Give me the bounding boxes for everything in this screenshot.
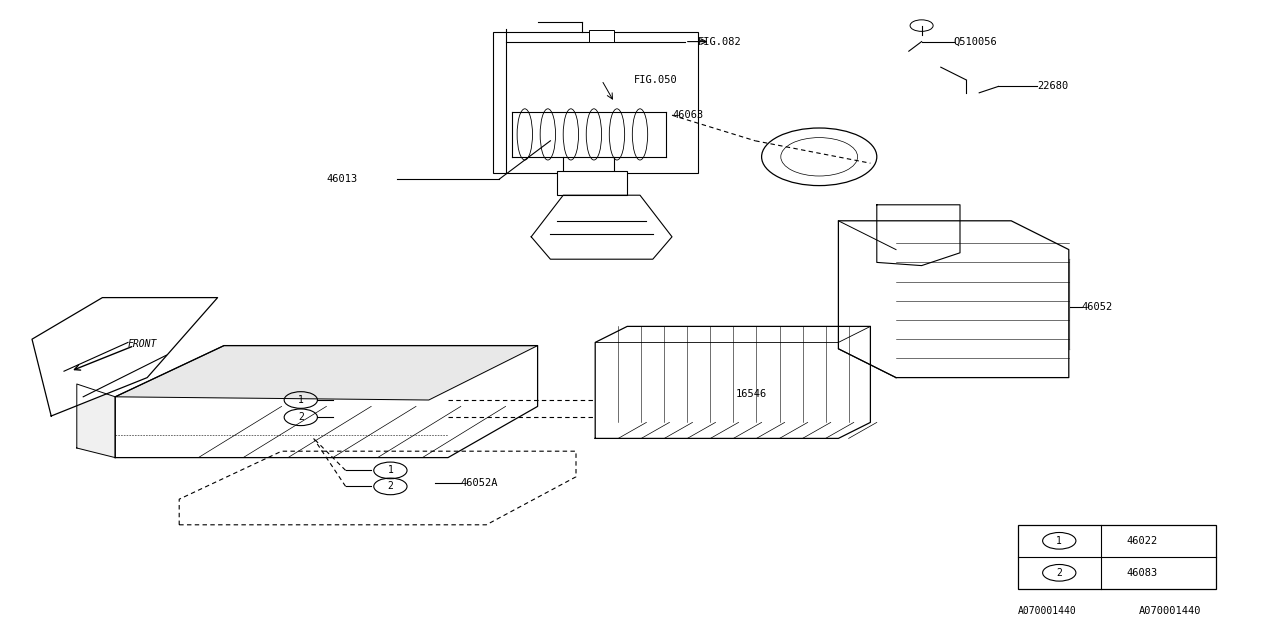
Polygon shape bbox=[32, 298, 218, 416]
Text: 46052: 46052 bbox=[1082, 302, 1112, 312]
Text: Q510056: Q510056 bbox=[954, 36, 997, 47]
Text: 2: 2 bbox=[1056, 568, 1062, 578]
Text: 46083: 46083 bbox=[1126, 568, 1158, 578]
Text: A070001440: A070001440 bbox=[1139, 606, 1202, 616]
Text: 46052A: 46052A bbox=[461, 478, 498, 488]
Polygon shape bbox=[115, 346, 538, 400]
Text: FIG.050: FIG.050 bbox=[634, 75, 677, 85]
Text: FIG.082: FIG.082 bbox=[698, 36, 741, 47]
Text: 46063: 46063 bbox=[672, 110, 703, 120]
Bar bbox=[493, 32, 698, 173]
Text: 16546: 16546 bbox=[736, 388, 767, 399]
Polygon shape bbox=[877, 205, 960, 266]
Polygon shape bbox=[595, 326, 870, 438]
Text: 46013: 46013 bbox=[326, 174, 357, 184]
Polygon shape bbox=[115, 346, 538, 458]
Bar bbox=[589, 30, 614, 42]
Text: 2: 2 bbox=[388, 481, 393, 492]
Polygon shape bbox=[77, 384, 115, 458]
Bar bbox=[1018, 525, 1216, 589]
Text: 1: 1 bbox=[298, 395, 303, 405]
Text: 1: 1 bbox=[388, 465, 393, 476]
Text: 1: 1 bbox=[1056, 536, 1062, 546]
Polygon shape bbox=[838, 221, 1069, 378]
Text: 2: 2 bbox=[298, 412, 303, 422]
Polygon shape bbox=[531, 195, 672, 259]
Bar bbox=[557, 171, 627, 195]
Text: A070001440: A070001440 bbox=[1018, 606, 1076, 616]
Text: 46022: 46022 bbox=[1126, 536, 1158, 546]
Text: FRONT: FRONT bbox=[128, 339, 157, 349]
Text: 22680: 22680 bbox=[1037, 81, 1068, 92]
